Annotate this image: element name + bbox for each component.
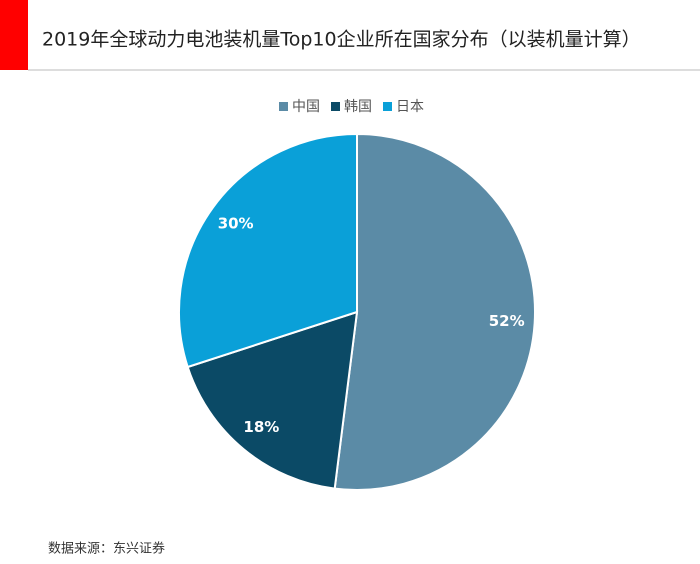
title-accent	[0, 0, 28, 70]
legend-label: 韩国	[344, 99, 372, 115]
pie-slice	[186, 310, 359, 490]
legend-swatch	[279, 102, 288, 111]
source-note: 数据来源：东兴证券	[48, 541, 165, 557]
data-label: 52%	[489, 312, 525, 330]
legend-label: 中国	[292, 99, 320, 115]
data-label: 18%	[243, 418, 279, 436]
data-label: 30%	[218, 214, 254, 232]
chart-title: 2019年全球动力电池装机量Top10企业所在国家分布（以装机量计算）	[42, 29, 641, 51]
legend-swatch	[331, 102, 340, 111]
pie-slice	[333, 132, 536, 491]
legend-swatch	[383, 102, 392, 111]
pie-slice	[178, 132, 358, 369]
legend-label: 日本	[396, 99, 424, 115]
